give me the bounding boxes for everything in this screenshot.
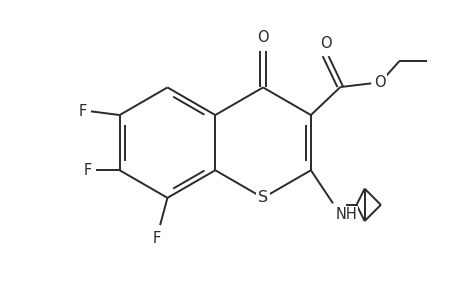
Text: O: O [373, 75, 385, 90]
Text: NH: NH [335, 207, 356, 222]
Text: O: O [319, 36, 331, 51]
Text: S: S [257, 190, 268, 205]
Text: O: O [257, 31, 269, 46]
Text: F: F [83, 163, 91, 178]
Text: F: F [152, 231, 160, 246]
Text: F: F [78, 104, 86, 119]
